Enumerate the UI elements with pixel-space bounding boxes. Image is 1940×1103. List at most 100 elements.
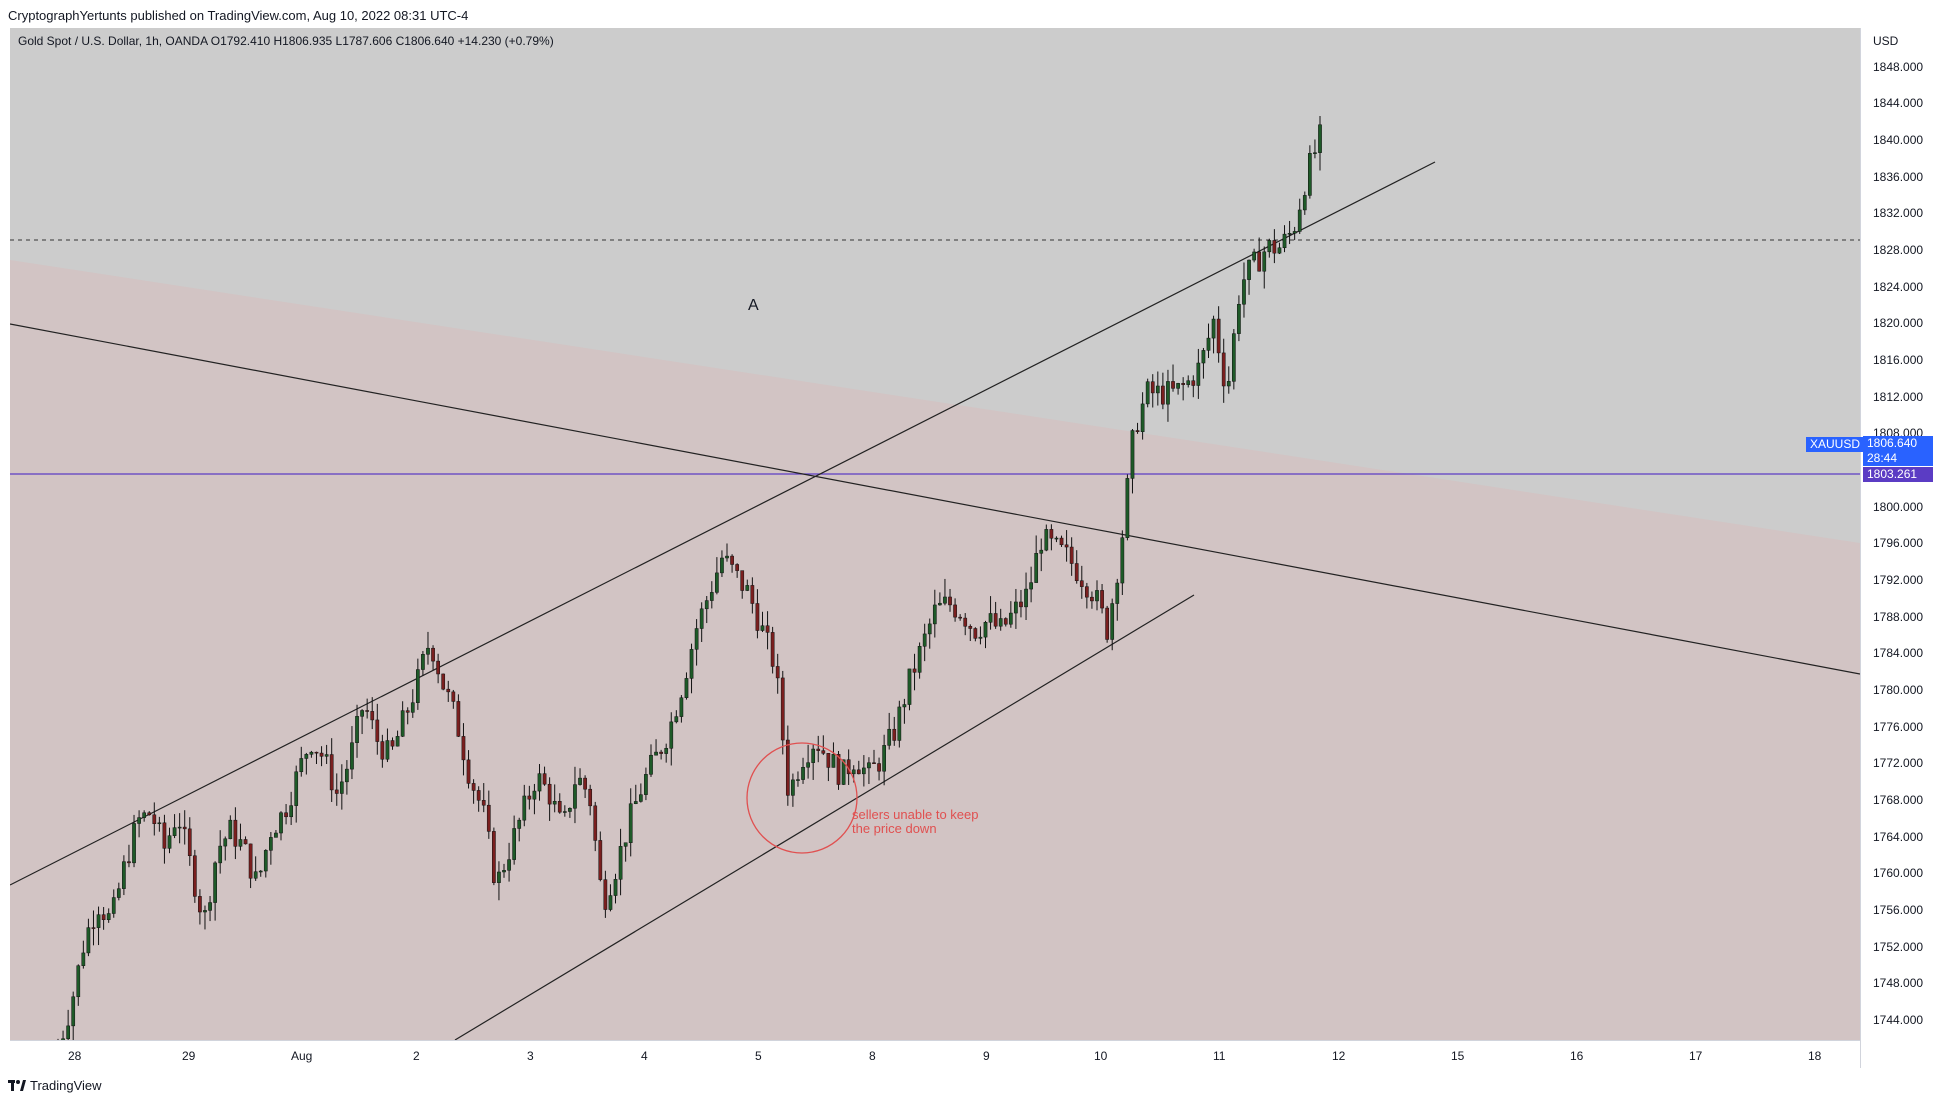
price-tick: 1796.000 xyxy=(1873,536,1924,550)
annotation-circle[interactable] xyxy=(746,742,858,854)
candle-body xyxy=(983,622,988,638)
horizontal-line-price-badge[interactable]: 1803.261 xyxy=(1863,467,1933,482)
candle-body xyxy=(892,728,897,741)
candle-body xyxy=(345,768,349,783)
candle-body xyxy=(116,888,121,898)
publish-header: CryptographYertunts published on Trading… xyxy=(0,0,1940,28)
price-tick: 1828.000 xyxy=(1873,243,1924,257)
price-chart[interactable]: sellers unable to keep the price down A xyxy=(10,28,1860,1040)
candle-body xyxy=(816,748,821,751)
candle-body xyxy=(1216,318,1221,354)
price-tick: 1844.000 xyxy=(1873,96,1924,110)
candle-body xyxy=(157,822,162,825)
candle-body xyxy=(968,626,973,629)
candle-body xyxy=(71,996,76,1027)
candle-body xyxy=(1206,337,1211,351)
candle-body xyxy=(461,736,466,761)
candle-body xyxy=(1221,352,1226,387)
candle-body xyxy=(1064,544,1069,548)
candle-body xyxy=(882,745,886,772)
candle-body xyxy=(684,678,689,698)
candle-body xyxy=(152,814,157,824)
candle-body xyxy=(263,850,268,872)
price-tick: 1748.000 xyxy=(1873,976,1924,990)
candle-body xyxy=(547,783,552,805)
time-tick: 28 xyxy=(68,1049,82,1063)
candle-body xyxy=(1054,537,1059,540)
candle-body xyxy=(948,596,952,606)
candle-body xyxy=(208,902,212,911)
candle-body xyxy=(1272,240,1277,254)
candle-body xyxy=(167,835,172,849)
candle-body xyxy=(856,769,861,775)
price-tick: 1752.000 xyxy=(1873,940,1924,954)
candle-body xyxy=(522,795,527,821)
candle-body xyxy=(228,819,233,840)
candle-body xyxy=(715,572,719,593)
candle-body xyxy=(137,817,141,824)
candle-body xyxy=(1008,612,1013,625)
price-axis-unit: USD xyxy=(1873,34,1899,48)
candle-body xyxy=(588,788,593,807)
time-tick: 4 xyxy=(641,1049,648,1063)
price-axis[interactable]: USD 1848.000 1844.000 1840.000 1836.000 … xyxy=(1860,28,1940,1068)
candle-body xyxy=(877,763,881,772)
candle-body xyxy=(573,784,577,809)
candle-body xyxy=(1308,153,1312,196)
candle-body xyxy=(1069,546,1074,564)
label-a[interactable]: A xyxy=(748,297,759,314)
candle-body xyxy=(1140,403,1145,433)
candle-body xyxy=(1231,333,1236,382)
publish-text: CryptographYertunts published on Trading… xyxy=(8,8,469,23)
candle-body xyxy=(507,859,511,871)
candle-body xyxy=(370,711,375,721)
candle-body xyxy=(1297,209,1302,232)
candle-body xyxy=(704,600,709,610)
price-tick: 1784.000 xyxy=(1873,646,1924,660)
candle-body xyxy=(735,564,739,571)
candle-body xyxy=(1211,318,1216,339)
candle-body xyxy=(456,701,461,737)
candle-body xyxy=(441,673,446,690)
candle-body xyxy=(1049,529,1054,539)
annotation-note-line-2[interactable]: the price down xyxy=(852,821,937,836)
candle-body xyxy=(350,742,354,770)
time-tick: 9 xyxy=(983,1049,990,1063)
price-tick: 1780.000 xyxy=(1873,683,1924,697)
candle-body xyxy=(451,691,456,702)
price-tick: 1816.000 xyxy=(1873,353,1924,367)
candle-body xyxy=(978,636,983,639)
candle-body xyxy=(664,748,669,754)
time-tick: 16 xyxy=(1570,1049,1584,1063)
time-tick: 5 xyxy=(755,1049,762,1063)
candle-body xyxy=(927,623,932,635)
price-tick: 1824.000 xyxy=(1873,280,1924,294)
candle-body xyxy=(765,625,770,633)
annotation-note-line-1[interactable]: sellers unable to keep xyxy=(852,807,978,822)
descending-trendline[interactable] xyxy=(10,323,1860,675)
candle-body xyxy=(309,751,314,755)
channel-upper-trendline[interactable] xyxy=(10,161,1436,886)
candle-body xyxy=(279,812,283,834)
candle-body xyxy=(907,668,912,705)
time-tick: 29 xyxy=(182,1049,196,1063)
candle-body xyxy=(1252,251,1256,261)
candle-body xyxy=(811,748,816,763)
time-axis[interactable]: 28 29 Aug 2 3 4 5 8 9 10 11 12 15 16 17 … xyxy=(10,1040,1860,1069)
candle-body xyxy=(720,557,724,574)
candle-body xyxy=(172,827,177,836)
candle-body xyxy=(192,855,197,897)
last-price-badge[interactable]: 1806.640 28:44 xyxy=(1863,436,1933,466)
tradingview-footer[interactable]: TradingView xyxy=(8,1078,102,1093)
candle-body xyxy=(1100,590,1104,609)
candle-body xyxy=(973,628,978,639)
candle-body xyxy=(233,819,238,847)
candle-body xyxy=(395,736,400,747)
candle-body xyxy=(806,762,810,768)
chart-pane[interactable]: sellers unable to keep the price down A … xyxy=(10,28,1860,1040)
candle-body xyxy=(598,840,603,880)
channel-lower-trendline[interactable] xyxy=(454,594,1195,1040)
symbol-badge[interactable]: XAUUSD xyxy=(1806,437,1865,452)
candle-body xyxy=(253,871,258,879)
candle-body xyxy=(1247,259,1251,280)
